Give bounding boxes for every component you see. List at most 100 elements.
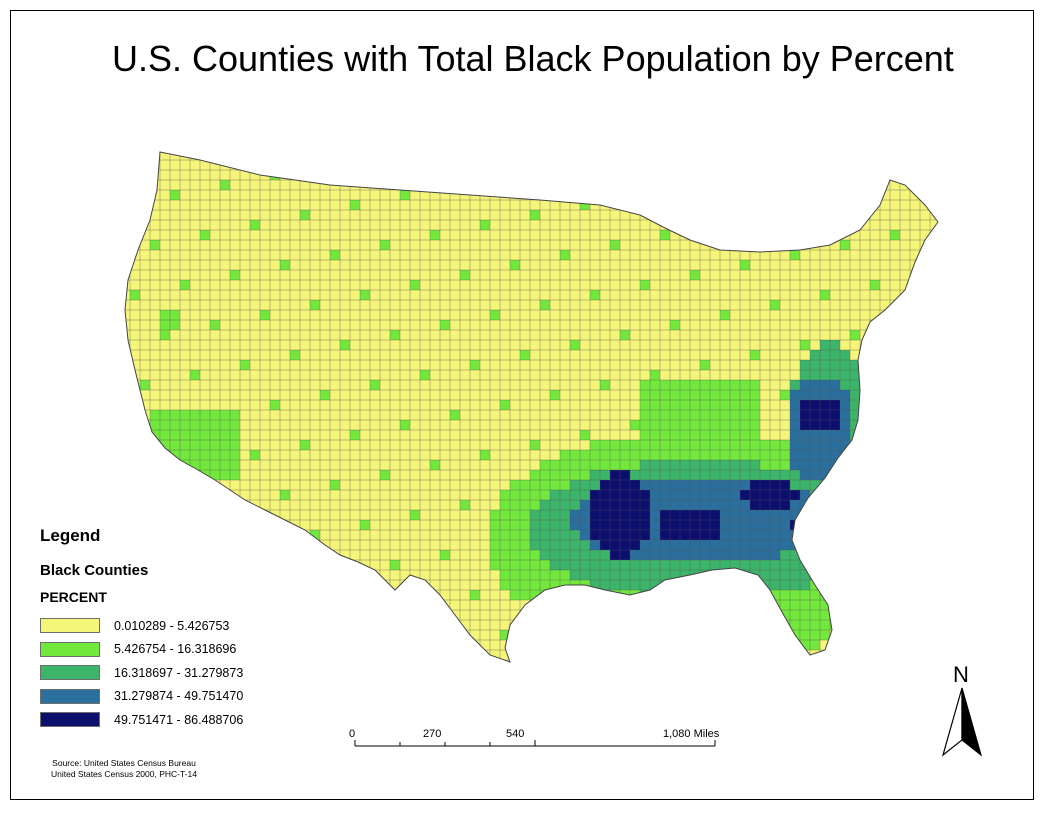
county-cell	[170, 430, 180, 440]
county-cell	[720, 590, 730, 600]
county-cell	[900, 320, 910, 330]
legend-swatch	[40, 665, 100, 681]
county-cell	[810, 620, 820, 630]
scale-label-0: 0	[349, 728, 356, 740]
county-cell	[760, 490, 770, 500]
county-cell	[840, 410, 850, 420]
county-cell	[850, 560, 860, 570]
county-cell	[730, 590, 740, 600]
county-cell	[680, 570, 690, 580]
county-cell	[800, 360, 810, 370]
county-cell	[520, 520, 530, 530]
county-cell	[790, 390, 800, 400]
county-cell	[670, 390, 680, 400]
county-cell	[740, 640, 750, 650]
county-cell	[230, 470, 240, 480]
county-cell	[730, 420, 740, 430]
county-cell	[660, 430, 670, 440]
county-cell	[290, 350, 300, 360]
county-cell	[880, 480, 890, 490]
county-cell	[490, 520, 500, 530]
county-cell	[680, 460, 690, 470]
county-cell	[810, 200, 820, 210]
county-cell	[590, 530, 600, 540]
county-cell	[860, 490, 870, 500]
county-cell	[730, 450, 740, 460]
county-cell	[750, 520, 760, 530]
county-cell	[850, 490, 860, 500]
county-cell	[620, 630, 630, 640]
county-cell	[720, 390, 730, 400]
county-cell	[840, 440, 850, 450]
county-cell	[300, 440, 310, 450]
county-cell	[660, 630, 670, 640]
county-cell	[600, 540, 610, 550]
county-cell	[850, 550, 860, 560]
county-cell	[750, 410, 760, 420]
county-cell	[830, 590, 840, 600]
county-cell	[810, 460, 820, 470]
county-cell	[270, 400, 280, 410]
county-cell	[840, 450, 850, 460]
county-cell	[680, 550, 690, 560]
county-cell	[660, 580, 670, 590]
county-cell	[570, 510, 580, 520]
county-cell	[840, 350, 850, 360]
county-cell	[220, 420, 230, 430]
county-cell	[560, 450, 570, 460]
county-cell	[510, 500, 520, 510]
county-cell	[820, 450, 830, 460]
county-cell	[670, 500, 680, 510]
county-cell	[590, 560, 600, 570]
county-cell	[710, 470, 720, 480]
county-cell	[610, 570, 620, 580]
county-cell	[840, 590, 850, 600]
county-cell	[750, 630, 760, 640]
county-cell	[840, 380, 850, 390]
county-cell	[870, 500, 880, 510]
county-cell	[200, 420, 210, 430]
county-cell	[650, 540, 660, 550]
county-cell	[570, 620, 580, 630]
county-cell	[670, 450, 680, 460]
county-cell	[550, 610, 560, 620]
county-cell	[860, 650, 870, 660]
county-cell	[620, 570, 630, 580]
county-cell	[550, 460, 560, 470]
county-cell	[210, 430, 220, 440]
county-cell	[840, 540, 850, 550]
county-cell	[720, 470, 730, 480]
county-cell	[290, 580, 300, 590]
county-cell	[730, 630, 740, 640]
county-cell	[770, 480, 780, 490]
county-cell	[740, 430, 750, 440]
county-cell	[660, 450, 670, 460]
county-cell	[500, 550, 510, 560]
county-cell	[710, 560, 720, 570]
county-cell	[650, 600, 660, 610]
county-cell	[760, 480, 770, 490]
county-cell	[700, 460, 710, 470]
county-cell	[720, 580, 730, 590]
county-cell	[450, 180, 460, 190]
county-cell	[710, 630, 720, 640]
county-cell	[630, 500, 640, 510]
county-cell	[630, 630, 640, 640]
county-cell	[550, 470, 560, 480]
county-cell	[920, 270, 930, 280]
county-cell	[700, 610, 710, 620]
county-cell	[230, 460, 240, 470]
county-cell	[610, 530, 620, 540]
county-cell	[850, 600, 860, 610]
county-cell	[880, 570, 890, 580]
county-cell	[600, 460, 610, 470]
county-cell	[820, 410, 830, 420]
county-cell	[160, 450, 170, 460]
legend-class-1: 0.010289 - 5.426753	[40, 614, 243, 638]
county-cell	[820, 400, 830, 410]
county-cell	[900, 520, 910, 530]
county-cell	[840, 490, 850, 500]
county-cell	[580, 450, 590, 460]
county-cell	[520, 490, 530, 500]
county-cell	[650, 570, 660, 580]
